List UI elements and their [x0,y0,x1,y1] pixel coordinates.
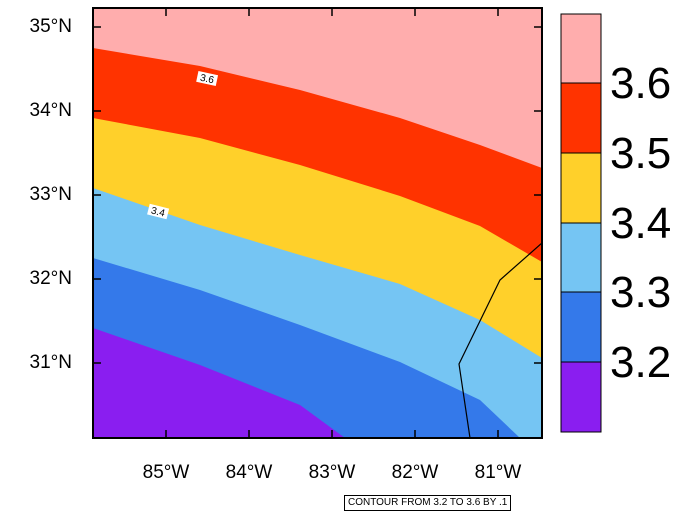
contour-info-box: CONTOUR FROM 3.2 TO 3.6 BY .1 [344,495,512,511]
colorbar-box-above-3-6 [560,13,602,84]
lat-label-31n: 31°N [29,352,72,373]
state-boundary [458,242,542,438]
lon-label-84w: 84°W [225,462,273,483]
colorbar-box-3-4 [560,152,602,224]
colorbar-label-3-3: 3.3 [610,268,672,317]
lat-label-34n: 34°N [29,100,72,121]
contour-label-3-6: 3.6 [196,71,219,87]
colorbar-label-3-5: 3.5 [610,129,672,178]
lat-label-35n: 35°N [29,16,72,37]
lat-label-33n: 33°N [29,184,72,205]
colorbar-box-3-3 [560,222,602,293]
lat-ticks [93,26,542,364]
map-frame [92,7,543,439]
lon-ticks [165,8,499,438]
svg-text:3.6: 3.6 [199,73,215,87]
colorbar-box-below-3-2 [560,361,602,433]
svg-text:3.4: 3.4 [150,205,167,219]
lon-label-82w: 82°W [391,462,439,483]
colorbar [560,13,602,433]
lon-label-81w: 81°W [474,462,522,483]
colorbar-label-3-2: 3.2 [610,338,672,387]
lon-label-85w: 85°W [142,462,190,483]
colorbar-label-3-6: 3.6 [610,59,672,108]
contour-label-3-4: 3.4 [147,203,170,220]
band-below-3-2 [93,328,345,438]
colorbar-box-3-5 [560,82,602,154]
contour-fill-area [93,8,542,438]
lat-label-32n: 32°N [29,268,72,289]
colorbar-box-3-2 [560,291,602,363]
colorbar-label-3-4: 3.4 [610,199,672,248]
lon-label-83w: 83°W [308,462,356,483]
